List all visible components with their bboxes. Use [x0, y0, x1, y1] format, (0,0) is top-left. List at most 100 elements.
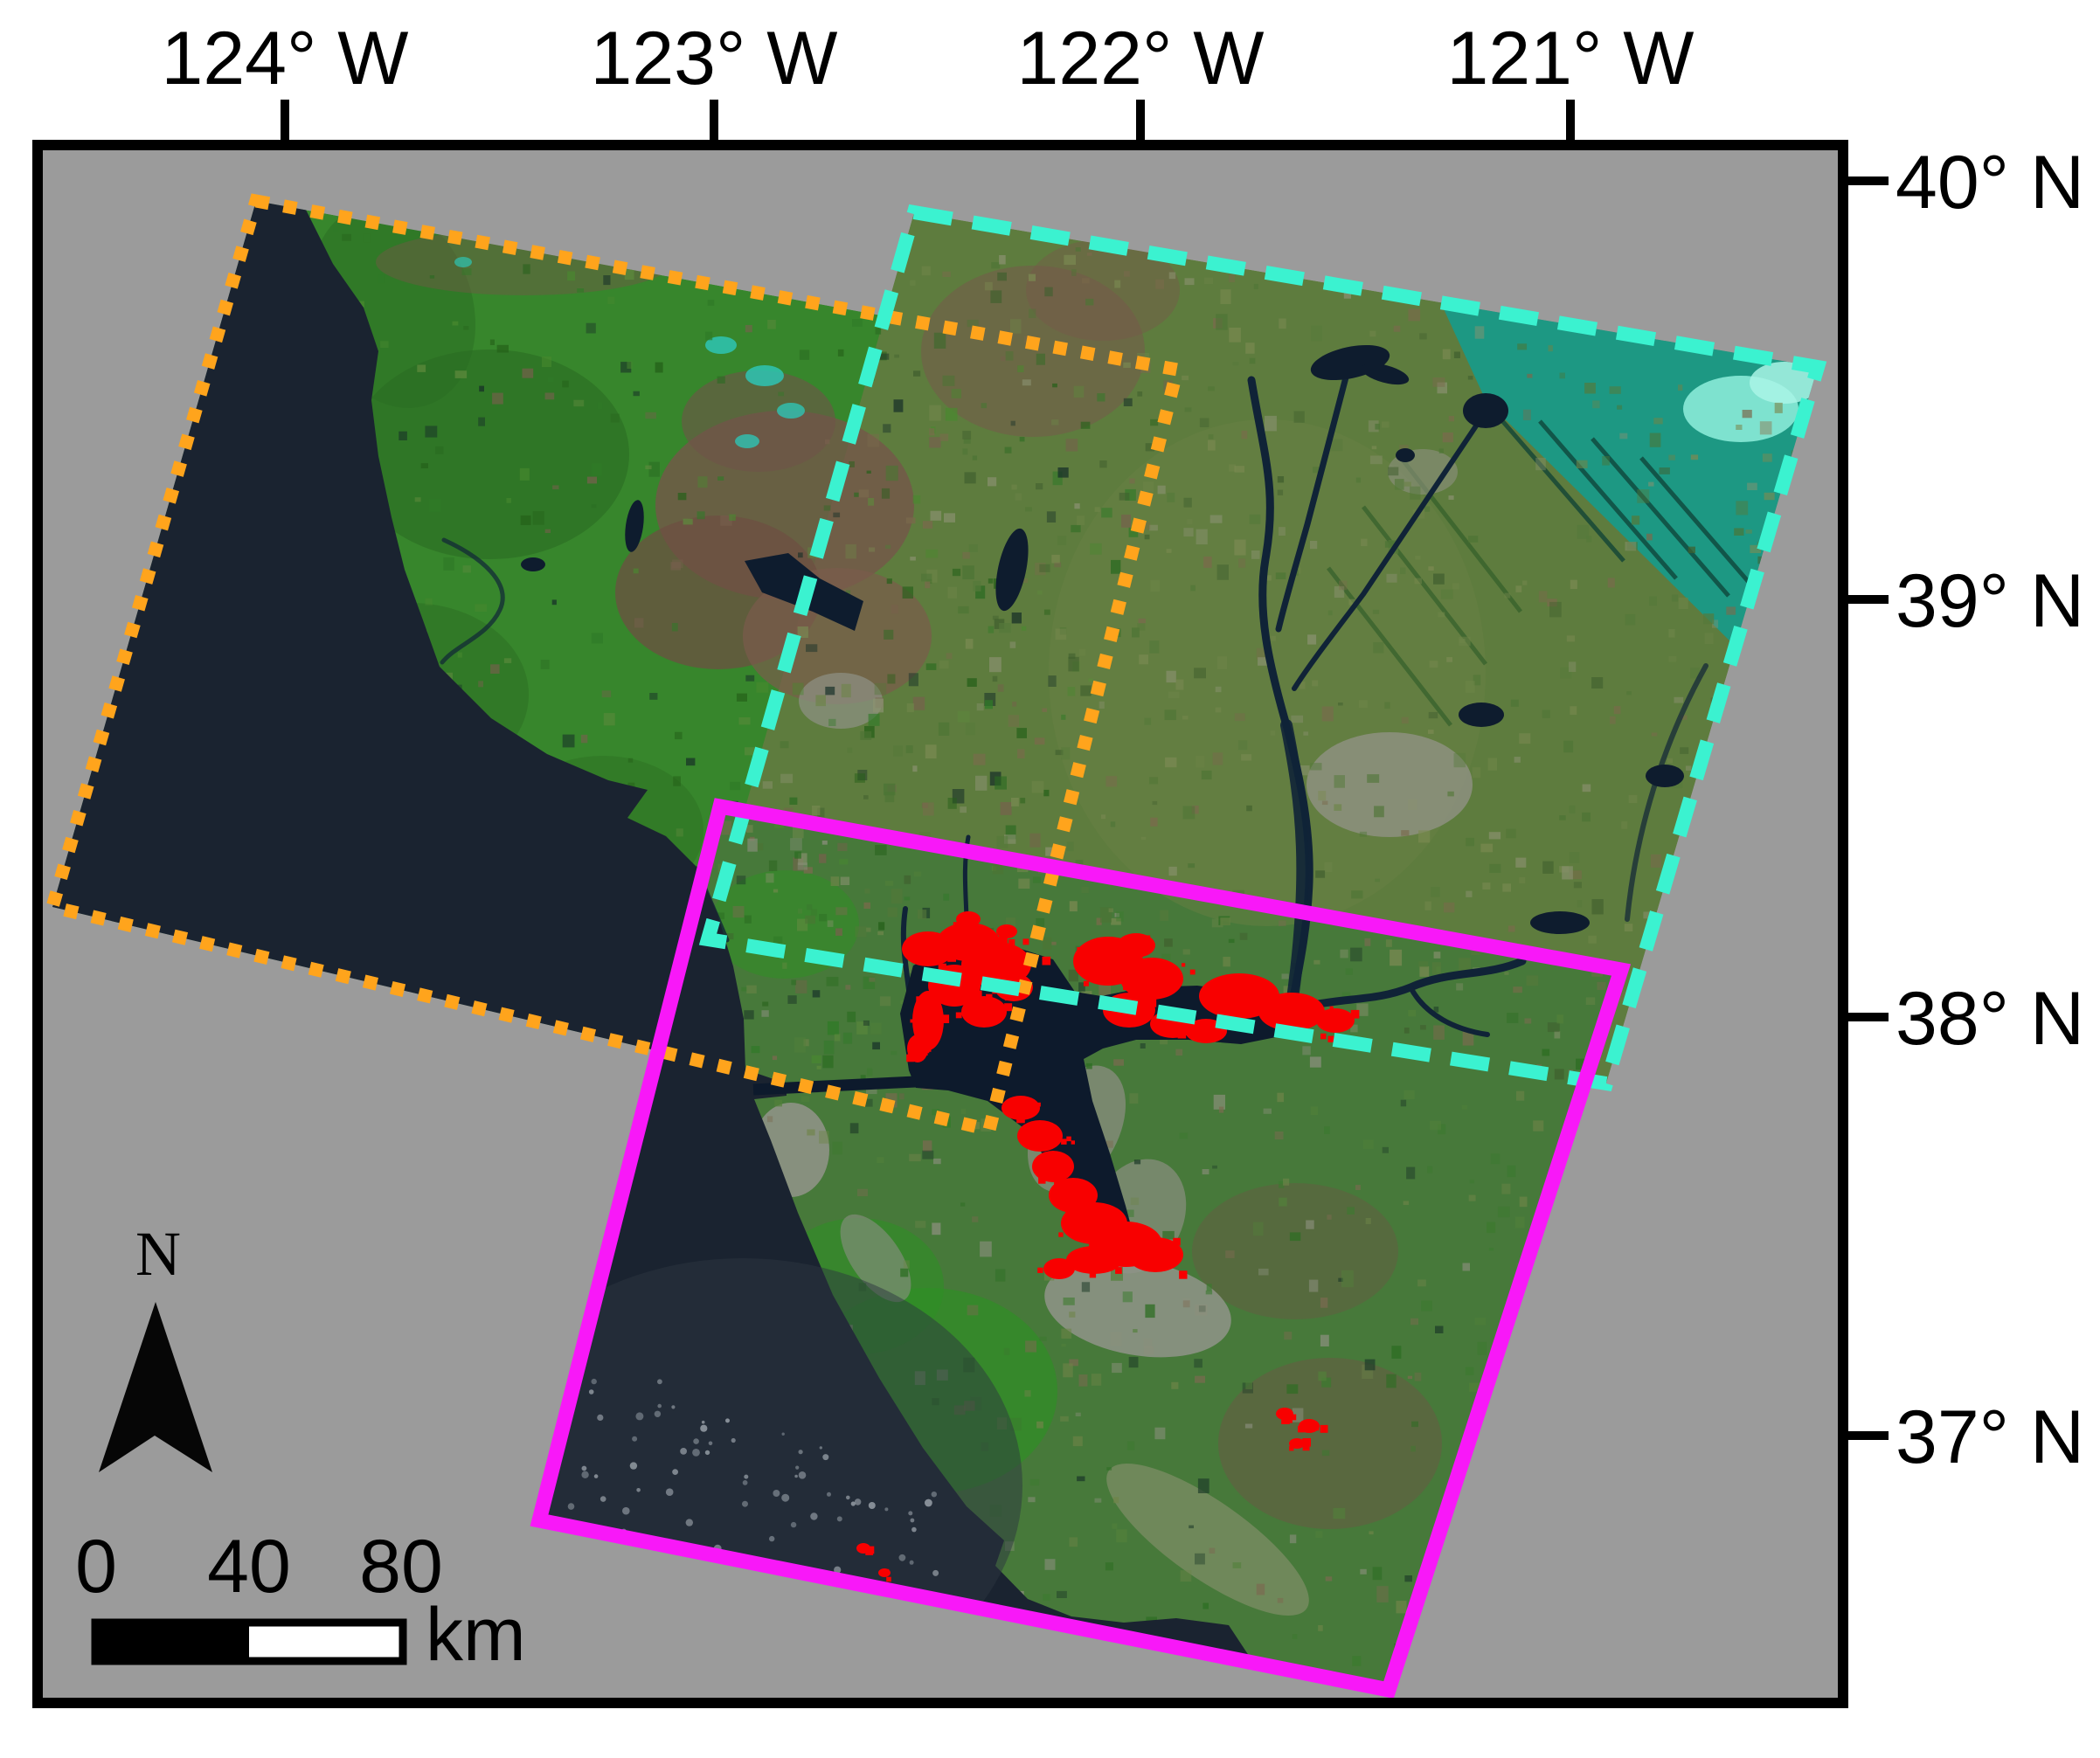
speckle: [1591, 677, 1604, 689]
speckle: [720, 515, 732, 526]
speckle: [1211, 918, 1223, 928]
speckle: [1133, 1159, 1141, 1165]
speckle: [947, 798, 957, 809]
cloud-speckle: [868, 1502, 876, 1509]
speckle: [1206, 1284, 1212, 1291]
speckle: [1052, 383, 1057, 388]
speckle: [1061, 747, 1071, 760]
speckle: [870, 1022, 882, 1035]
marsh-area: [1258, 993, 1325, 1031]
speckle: [1034, 737, 1045, 745]
marsh-speckle: [998, 976, 1005, 983]
speckle: [1232, 362, 1239, 366]
cloud-speckle: [846, 1495, 850, 1500]
speckle: [676, 828, 683, 837]
speckle: [586, 322, 596, 334]
speckle: [1244, 1423, 1253, 1429]
speckle: [1110, 1332, 1122, 1346]
speckle: [1742, 410, 1752, 419]
speckle: [1037, 590, 1043, 595]
speckle: [1393, 325, 1401, 332]
speckle: [1253, 1222, 1264, 1236]
speckle: [1556, 1014, 1563, 1024]
marsh-speckle: [1053, 1272, 1060, 1279]
speckle: [597, 402, 603, 410]
speckle: [1061, 1343, 1066, 1347]
speckle: [1055, 628, 1067, 640]
marsh-speckle: [1281, 1415, 1290, 1424]
marsh-area: [1289, 1438, 1305, 1449]
speckle: [1401, 830, 1410, 836]
speckle: [946, 653, 953, 660]
speckle: [736, 876, 746, 885]
speckle: [1249, 514, 1261, 524]
speckle: [1774, 402, 1783, 413]
speckle: [877, 931, 884, 936]
speckle: [1289, 1232, 1301, 1242]
speckle: [810, 909, 818, 917]
speckle: [1415, 556, 1421, 560]
speckle: [1374, 806, 1384, 818]
speckle: [768, 860, 778, 871]
right-tick-label: 38° N: [1896, 977, 2084, 1061]
marsh-speckle: [1350, 1009, 1360, 1019]
russian-river: [440, 537, 505, 665]
speckle: [463, 326, 469, 330]
speckle: [1570, 706, 1577, 716]
speckle: [910, 280, 916, 287]
speckle: [730, 781, 741, 791]
speckle: [1048, 675, 1057, 687]
speckle: [1029, 308, 1036, 318]
speckle: [845, 590, 851, 595]
cloud-speckle: [588, 1389, 594, 1395]
marsh-speckle: [1270, 1019, 1279, 1027]
speckle: [997, 684, 1004, 692]
speckle: [1195, 1553, 1205, 1565]
speckle: [1245, 1381, 1253, 1389]
cloud-speckle: [773, 1490, 780, 1497]
speckle: [942, 375, 955, 386]
speckle: [1166, 549, 1172, 553]
speckle: [1678, 597, 1688, 609]
speckle: [1196, 529, 1208, 545]
speckle: [1143, 1338, 1153, 1349]
marsh-speckle: [1004, 1003, 1013, 1012]
speckle: [1274, 1132, 1284, 1140]
speckle: [479, 385, 484, 392]
speckle: [830, 876, 840, 886]
speckle: [738, 716, 751, 725]
speckle: [823, 505, 831, 511]
speckle: [905, 517, 916, 524]
speckle: [1651, 732, 1658, 737]
cloud-speckle: [798, 1450, 803, 1455]
marsh-speckle: [1226, 1000, 1232, 1007]
speckle: [817, 807, 825, 818]
speckle: [1410, 486, 1421, 500]
feather-river: [1275, 374, 1349, 633]
speckle: [1338, 1277, 1343, 1282]
marsh-speckle: [954, 993, 963, 1001]
top-tick: [1566, 100, 1575, 145]
speckle: [1352, 1656, 1362, 1666]
cloud-speckle: [744, 1474, 749, 1479]
right-axis: 40° N 39° N 38° N 37° N: [1843, 141, 2084, 1479]
speckle: [847, 747, 853, 753]
speckle: [1019, 437, 1025, 442]
speckle: [992, 675, 998, 682]
marsh-speckle: [968, 993, 977, 1001]
speckle: [716, 912, 724, 920]
marsh-speckle: [1054, 1193, 1063, 1201]
marsh-area: [996, 924, 1017, 938]
speckle: [922, 521, 933, 529]
cloud-speckle: [834, 1566, 842, 1574]
speckle: [1453, 752, 1466, 768]
speckle: [1563, 740, 1574, 753]
speckle: [1289, 1534, 1297, 1544]
speckle: [973, 753, 986, 765]
speckle: [1372, 1567, 1383, 1581]
speckle: [1217, 656, 1227, 669]
speckle: [1577, 900, 1583, 908]
speckle: [747, 838, 758, 852]
speckle: [1321, 800, 1328, 806]
speckle: [1249, 357, 1256, 364]
